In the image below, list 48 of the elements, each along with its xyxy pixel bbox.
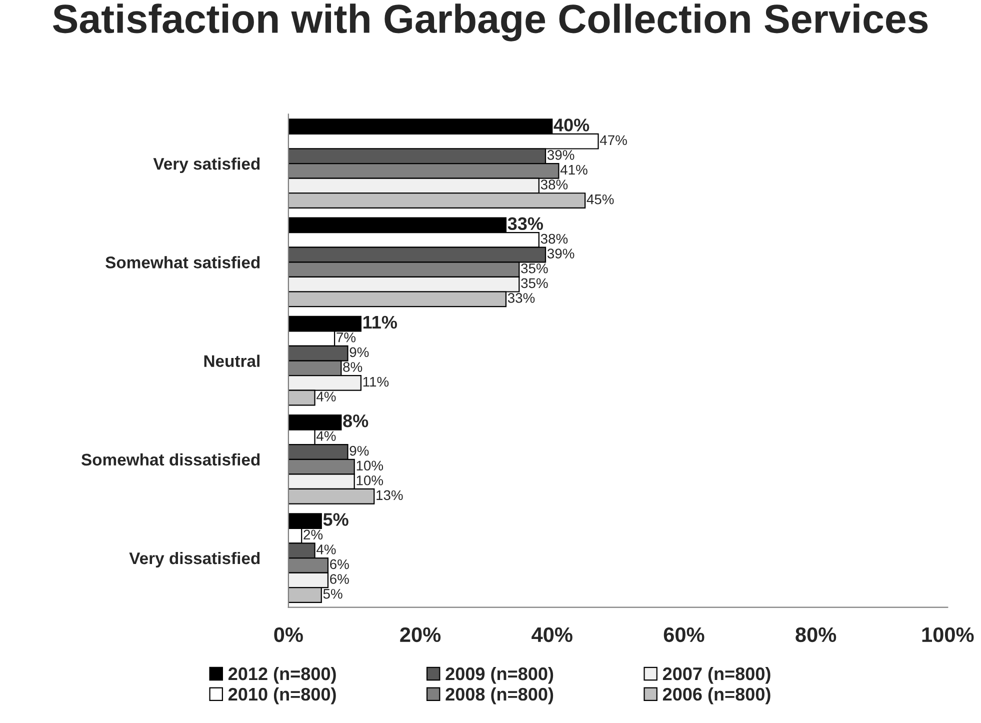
data-label: 38% (540, 234, 568, 244)
data-label: 8% (343, 414, 368, 428)
data-label: 8% (343, 362, 362, 372)
legend-label: 2010 (n=800) (228, 687, 336, 704)
data-label: 6% (330, 559, 349, 570)
data-label: 35% (521, 263, 548, 274)
data-label: 6% (330, 574, 349, 584)
data-label: 4% (316, 431, 336, 441)
data-label: 11% (363, 376, 389, 387)
x-tick-label: 80% (796, 627, 836, 642)
data-label: 35% (521, 278, 548, 288)
data-label: 7% (336, 332, 356, 342)
x-tick-label: 40% (532, 627, 572, 642)
y-tick-label: Very satisfied (153, 158, 260, 174)
x-tick-label: 0% (274, 627, 303, 642)
data-label: 4% (316, 392, 336, 402)
data-label: 9% (350, 347, 369, 358)
data-label: 11% (363, 316, 397, 329)
y-tick-label: Neutral (204, 354, 260, 367)
x-tick-label: 100% (922, 627, 974, 642)
data-label: 45% (586, 194, 614, 204)
data-label: 47% (600, 135, 627, 146)
y-tick-label: Somewhat dissatisfied (81, 453, 260, 466)
legend-label: 2007 (n=800) (662, 666, 770, 684)
data-label: 39% (547, 248, 574, 258)
data-label: 40% (554, 118, 590, 132)
chart-title: Satisfaction with Garbage Collection Services (52, 4, 928, 42)
y-tick-label: Very dissatisfied (129, 552, 260, 568)
data-label: 9% (350, 446, 369, 456)
data-label: 5% (323, 588, 342, 599)
data-label: 33% (508, 293, 535, 303)
y-tick-label: Somewhat satisfied (106, 256, 260, 268)
data-label: 33% (508, 217, 544, 230)
data-label: 5% (323, 513, 348, 526)
data-label: 41% (560, 164, 588, 175)
data-label: 10% (356, 460, 384, 471)
data-label: 2% (304, 530, 323, 540)
data-label: 10% (356, 475, 384, 486)
legend-label: 2008 (n=800) (446, 687, 554, 704)
legend-label: 2006 (n=800) (662, 687, 770, 704)
data-label: 13% (376, 490, 403, 500)
x-tick-label: 60% (664, 627, 704, 642)
data-label: 4% (316, 544, 336, 554)
x-tick-label: 20% (400, 627, 441, 642)
data-label: 38% (540, 180, 568, 190)
data-label: 39% (547, 150, 574, 160)
legend-label: 2012 (n=800) (228, 666, 336, 684)
legend-label: 2009 (n=800) (446, 666, 554, 684)
